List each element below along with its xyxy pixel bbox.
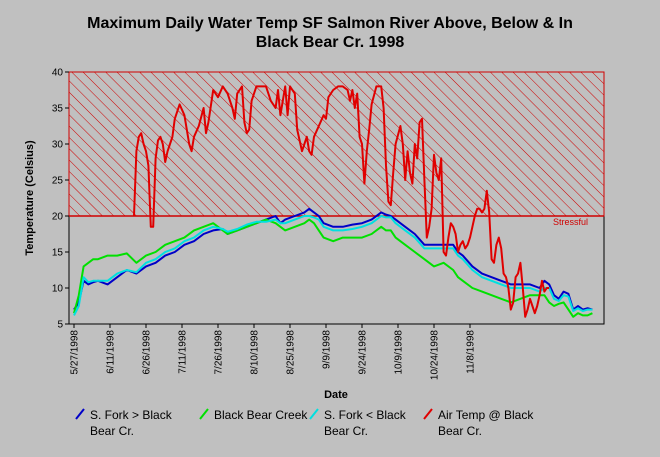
x-tick-label: 10/9/1998 [394,330,405,375]
y-tick-label: 25 [52,176,64,187]
x-tick-label: 11/8/1998 [466,330,477,374]
y-tick-label: 20 [52,212,64,223]
y-axis-title: Temperature (Celsius) [24,140,36,256]
x-tick-label: 9/24/1998 [358,330,369,375]
x-tick-label: 8/25/1998 [286,330,297,375]
x-tick-label: 5/27/1998 [70,330,81,375]
legend-label-3: S. Fork < Black [324,408,407,422]
x-tick-label: 10/24/1998 [430,330,441,380]
y-tick-label: 10 [52,284,64,295]
legend-swatch-3 [309,408,319,420]
legend-label-4-cont: Bear Cr. [438,424,482,438]
y-tick-label: 15 [52,248,64,259]
series-line-3 [73,215,593,316]
series-line-4 [133,85,550,318]
x-tick-label: 7/11/1998 [178,330,189,374]
stressful-zone [68,71,605,217]
x-axis-title: Date [324,389,348,401]
legend-swatch-2 [199,408,209,420]
y-tick-label: 35 [52,104,64,115]
legend-label-2: Black Bear Creek [214,408,308,422]
legend-label-1: S. Fork > Black [90,408,173,422]
legend-label-3-cont: Bear Cr. [324,424,368,438]
chart-title-line1: Maximum Daily Water Temp SF Salmon River… [87,15,573,32]
x-tick-label: 9/9/1998 [322,330,333,369]
stressful-threshold-label: Stressful [553,217,588,227]
legend-swatch-1 [75,408,85,420]
legend-label-4: Air Temp @ Black [438,408,534,422]
y-tick-label: 40 [52,68,64,79]
y-tick-label: 5 [57,320,63,331]
x-tick-label: 6/26/1998 [142,330,153,375]
x-tick-label: 7/26/1998 [214,330,225,375]
chart-title: Maximum Daily Water Temp SF Salmon River… [0,14,660,52]
chart-title-line2: Black Bear Cr. 1998 [255,34,405,51]
series-line-1 [73,207,593,311]
y-tick-label: 30 [52,140,64,151]
series-line-2 [73,218,593,318]
legend-swatch-4 [423,408,433,420]
legend-label-1-cont: Bear Cr. [90,424,134,438]
x-tick-label: 6/11/1998 [106,330,117,374]
x-tick-label: 8/10/1998 [250,330,261,375]
